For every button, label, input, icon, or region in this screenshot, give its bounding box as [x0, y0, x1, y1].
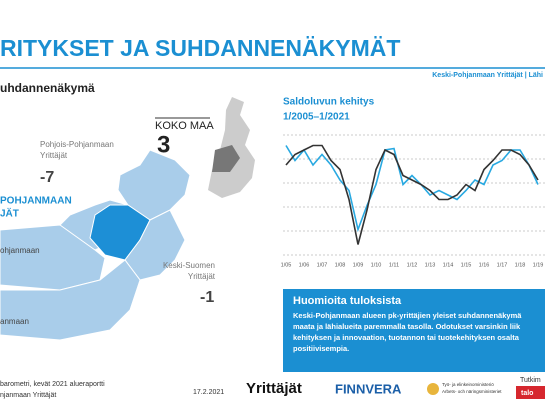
plot: 1/05 1/06 1/07 1/08 1/09 1/10 1/11 1/12 1/13 1/14…: [281, 144, 544, 268]
region-label: ohjanmaan: [0, 246, 40, 255]
region-label: Pohjois-Pohjanmaan: [40, 140, 114, 149]
region-label: Yrittäjät: [188, 272, 216, 281]
region: [0, 259, 141, 341]
region-label: Yrittäjät: [40, 151, 68, 160]
x-tick-label: 1/17: [497, 262, 508, 268]
series-line: [285, 145, 539, 233]
x-tick-label: 1/19: [533, 262, 544, 268]
notes-line: Keski-Pohjanmaan alueen pk-yrittäjien yl…: [293, 311, 522, 320]
notes-box: [283, 289, 545, 372]
section-title: uhdannenäkymä: [0, 81, 95, 95]
x-tick-label: 1/08: [335, 262, 346, 268]
footer-date: 17.2.2021: [193, 389, 224, 396]
notes-line: positiivisempia.: [293, 344, 349, 353]
talo-text: talo: [521, 390, 533, 397]
chart-title: Saldoluvun kehitys: [283, 97, 375, 108]
series-line: [285, 144, 539, 245]
tutkim-text: Tutkim: [520, 377, 541, 384]
notes-title: Huomioita tuloksista: [293, 295, 402, 307]
x-tick-label: 1/15: [461, 262, 472, 268]
x-tick-label: 1/06: [299, 262, 310, 268]
slide-title: RITYKSET JA SUHDANNENÄKYMÄT: [0, 35, 400, 61]
region: [124, 209, 186, 281]
logo-yrittajat: Yrittäjät: [246, 380, 302, 397]
x-tick-label: 1/10: [371, 262, 382, 268]
x-tick-label: 1/07: [317, 262, 328, 268]
region-map: [0, 149, 191, 341]
region: [117, 149, 191, 221]
x-tick-label: 1/16: [479, 262, 490, 268]
x-tick-label: 1/12: [407, 262, 418, 268]
org-label: Keski-Pohjanmaan Yrittäjät | Lähi: [432, 72, 543, 79]
region-label: POHJANMAAN: [0, 196, 72, 207]
x-tick-label: 1/14: [443, 262, 454, 268]
x-tick-label: 1/09: [353, 262, 364, 268]
region-value: -7: [40, 169, 54, 186]
x-tick-label: 1/18: [515, 262, 526, 268]
x-tick-label: 1/11: [389, 262, 399, 268]
x-tick-label: 1/13: [425, 262, 436, 268]
finland-map: [208, 97, 255, 198]
logo-finnvera: FINNVERA: [335, 381, 402, 396]
region-label: anmaan: [0, 317, 29, 326]
ministry-text: Työ- ja elinkeinoministeriö: [442, 382, 494, 387]
ministry-emblem: [427, 383, 439, 395]
region-value: -1: [200, 289, 214, 306]
ministry-text: Arbets- och näringsministeriet: [442, 389, 502, 394]
footer-text: njanmaan Yrittäjät: [0, 392, 56, 399]
notes-line: maata ja lähialueita paremmalla tasolla.…: [293, 322, 521, 331]
notes-line: kehityksen ja innovaation, tuotannon tai…: [293, 333, 520, 342]
country-area: [212, 145, 240, 172]
region: [0, 224, 106, 291]
talo-box: [516, 386, 545, 399]
region-label: Keski-Suomen: [163, 261, 215, 270]
footer-text: barometri, kevät 2021 alueraportti: [0, 381, 105, 388]
country-value: 3: [157, 131, 170, 158]
country-label: KOKO MAA: [155, 120, 214, 132]
chart-subtitle: 1/2005–1/2021: [283, 112, 350, 123]
region-label: JÄT: [0, 207, 19, 220]
x-tick-label: 1/05: [281, 262, 292, 268]
